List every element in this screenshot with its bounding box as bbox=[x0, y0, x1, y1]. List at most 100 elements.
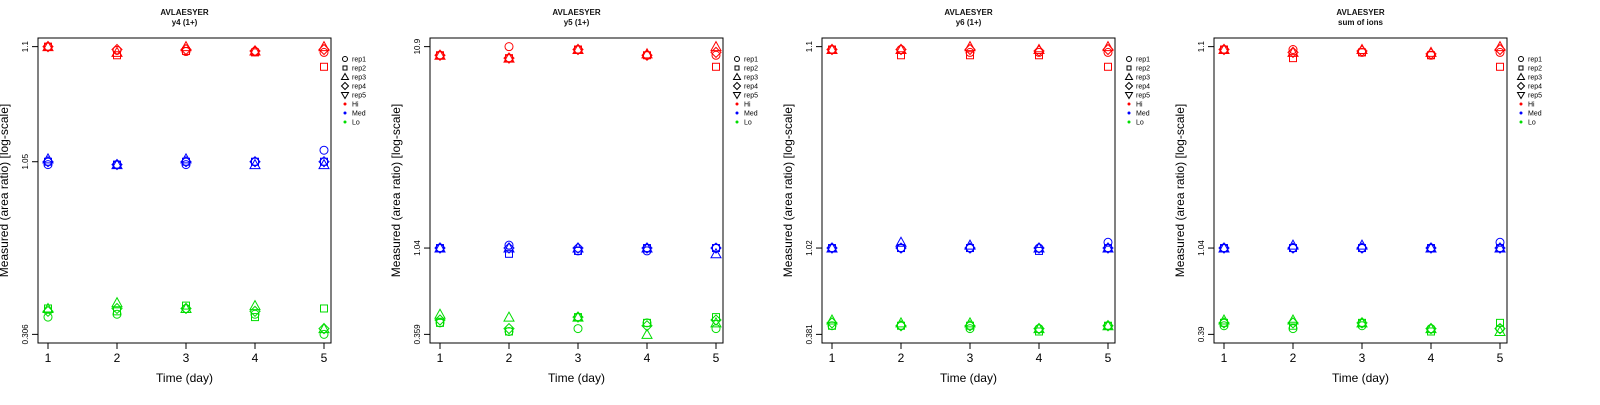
data-point-lo-triangle bbox=[1356, 316, 1368, 328]
data-point-med-triangle bbox=[111, 158, 123, 170]
legend-label-hi: Hi bbox=[352, 102, 359, 109]
data-point-hi-circle bbox=[1103, 47, 1113, 57]
data-point-med-diamond bbox=[434, 242, 446, 254]
data-point-med-diamond bbox=[1033, 242, 1045, 254]
legend-marker-rep4 bbox=[732, 81, 742, 91]
data-point-lo-triangle bbox=[964, 316, 976, 328]
x-tick-label: 5 bbox=[1105, 351, 1112, 365]
data-point-med-diamond bbox=[503, 242, 515, 254]
data-point-lo-square bbox=[320, 304, 328, 313]
data-point-lo-triangle bbox=[1425, 322, 1437, 334]
data-point-lo-triangle bbox=[42, 302, 54, 313]
legend-marker-rep4 bbox=[340, 81, 350, 91]
legend-label-rep4: rep4 bbox=[1136, 84, 1150, 91]
data-point-med-diamond bbox=[42, 156, 54, 168]
x-tick-label: 3 bbox=[575, 351, 582, 365]
x-tick-label: 5 bbox=[1497, 351, 1504, 365]
y-tick-label: 0.381 bbox=[805, 324, 814, 345]
legend-label-rep4: rep4 bbox=[744, 84, 758, 91]
data-point-lo-triangle bbox=[111, 296, 123, 308]
legend-label-rep2: rep2 bbox=[1136, 66, 1150, 73]
data-point-hi-circle bbox=[1495, 47, 1505, 57]
data-point-lo-circle bbox=[1288, 324, 1298, 334]
data-point-lo-diamond bbox=[180, 302, 192, 315]
y-tick-label: 1.05 bbox=[21, 153, 30, 169]
data-point-hi-diamond bbox=[572, 43, 584, 56]
data-point-hi-square bbox=[320, 62, 328, 71]
data-point-hi-square bbox=[712, 62, 720, 71]
legend-label-rep2: rep2 bbox=[1528, 66, 1542, 73]
data-point-hi-circle bbox=[504, 42, 514, 52]
data-point-lo-triangle bbox=[249, 299, 261, 311]
data-point-med-diamond bbox=[180, 156, 192, 168]
legend-label-rep3: rep3 bbox=[1528, 75, 1542, 82]
data-point-med-diamond bbox=[572, 242, 584, 254]
data-point-lo-circle bbox=[711, 324, 721, 334]
legend-marker-rep4 bbox=[1516, 81, 1526, 91]
data-point-lo-square bbox=[1220, 318, 1228, 327]
data-point-med-diamond bbox=[1218, 242, 1230, 254]
legend-marker-med bbox=[735, 111, 739, 115]
data-point-lo-diamond bbox=[641, 320, 653, 332]
chart-subtitle: sum of ions bbox=[1338, 18, 1383, 27]
legend-label-rep1: rep1 bbox=[744, 57, 758, 64]
legend-label-lo: Lo bbox=[1528, 120, 1536, 127]
data-point-lo-diamond bbox=[1102, 320, 1114, 332]
y-tick-label: 0.39 bbox=[1197, 326, 1206, 342]
legend-marker-lo bbox=[735, 120, 739, 124]
data-point-lo-triangle bbox=[180, 302, 192, 313]
data-point-lo-circle bbox=[112, 309, 122, 319]
y-axis-label: Measured (area ratio) [log-scale] bbox=[0, 104, 11, 277]
data-point-lo-diamond bbox=[826, 317, 838, 329]
legend-label-rep3: rep3 bbox=[744, 75, 758, 82]
y-tick-label: 10.9 bbox=[413, 38, 422, 54]
data-point-lo-square bbox=[505, 327, 513, 336]
data-point-med-diamond bbox=[111, 158, 123, 171]
data-point-hi-circle bbox=[1288, 45, 1298, 55]
y-axis-label: Measured (area ratio) [log-scale] bbox=[389, 104, 403, 277]
y-tick-label: 0.306 bbox=[21, 324, 30, 345]
legend-marker-rep1 bbox=[342, 56, 348, 62]
legend-label-med: Med bbox=[352, 111, 366, 118]
data-point-lo-triangle bbox=[1102, 319, 1114, 331]
legend-marker-rep5 bbox=[1516, 92, 1526, 100]
data-point-med-triangle bbox=[1425, 242, 1437, 253]
data-point-hi-triangle bbox=[964, 40, 976, 52]
x-tick-label: 5 bbox=[321, 351, 328, 365]
data-point-hi-diamond bbox=[503, 52, 515, 64]
legend-marker-lo bbox=[1127, 120, 1131, 124]
legend-label-med: Med bbox=[744, 111, 758, 118]
data-point-hi-triangle bbox=[1102, 40, 1114, 52]
data-point-hi-triangle bbox=[1218, 43, 1230, 55]
x-tick-label: 2 bbox=[114, 351, 121, 365]
legend-label-lo: Lo bbox=[744, 120, 752, 127]
x-tick-label: 4 bbox=[1428, 351, 1435, 365]
chart-subtitle: y6 (1+) bbox=[956, 18, 982, 27]
chart-title: AVLAESYER bbox=[160, 8, 209, 17]
data-point-med-square bbox=[251, 157, 259, 166]
data-point-med-square bbox=[1035, 246, 1043, 255]
x-tick-label: 4 bbox=[252, 351, 259, 365]
plot-frame bbox=[429, 37, 724, 344]
chart-subtitle: y4 (1+) bbox=[172, 18, 198, 27]
data-point-lo-triangle bbox=[572, 311, 584, 322]
data-point-hi-diamond bbox=[180, 43, 192, 56]
data-point-lo-square bbox=[1289, 321, 1297, 330]
data-point-lo-diamond bbox=[42, 305, 54, 318]
data-point-med-square bbox=[505, 249, 513, 258]
data-point-med-diamond bbox=[895, 242, 907, 254]
legend-marker-rep3 bbox=[1516, 72, 1526, 80]
x-axis-label: Time (day) bbox=[548, 371, 605, 385]
data-point-med-diamond bbox=[1356, 242, 1368, 254]
data-point-med-triangle bbox=[895, 236, 907, 247]
data-point-hi-diamond bbox=[1356, 45, 1368, 57]
x-tick-label: 2 bbox=[506, 351, 513, 365]
x-tick-label: 1 bbox=[1221, 351, 1228, 365]
data-point-lo-square bbox=[712, 313, 720, 322]
data-point-lo-square bbox=[897, 321, 905, 330]
data-point-med-triangle bbox=[1218, 242, 1230, 253]
data-point-lo-diamond bbox=[1218, 317, 1230, 329]
legend-marker-rep3 bbox=[340, 72, 350, 80]
data-point-med-triangle bbox=[1356, 239, 1368, 250]
